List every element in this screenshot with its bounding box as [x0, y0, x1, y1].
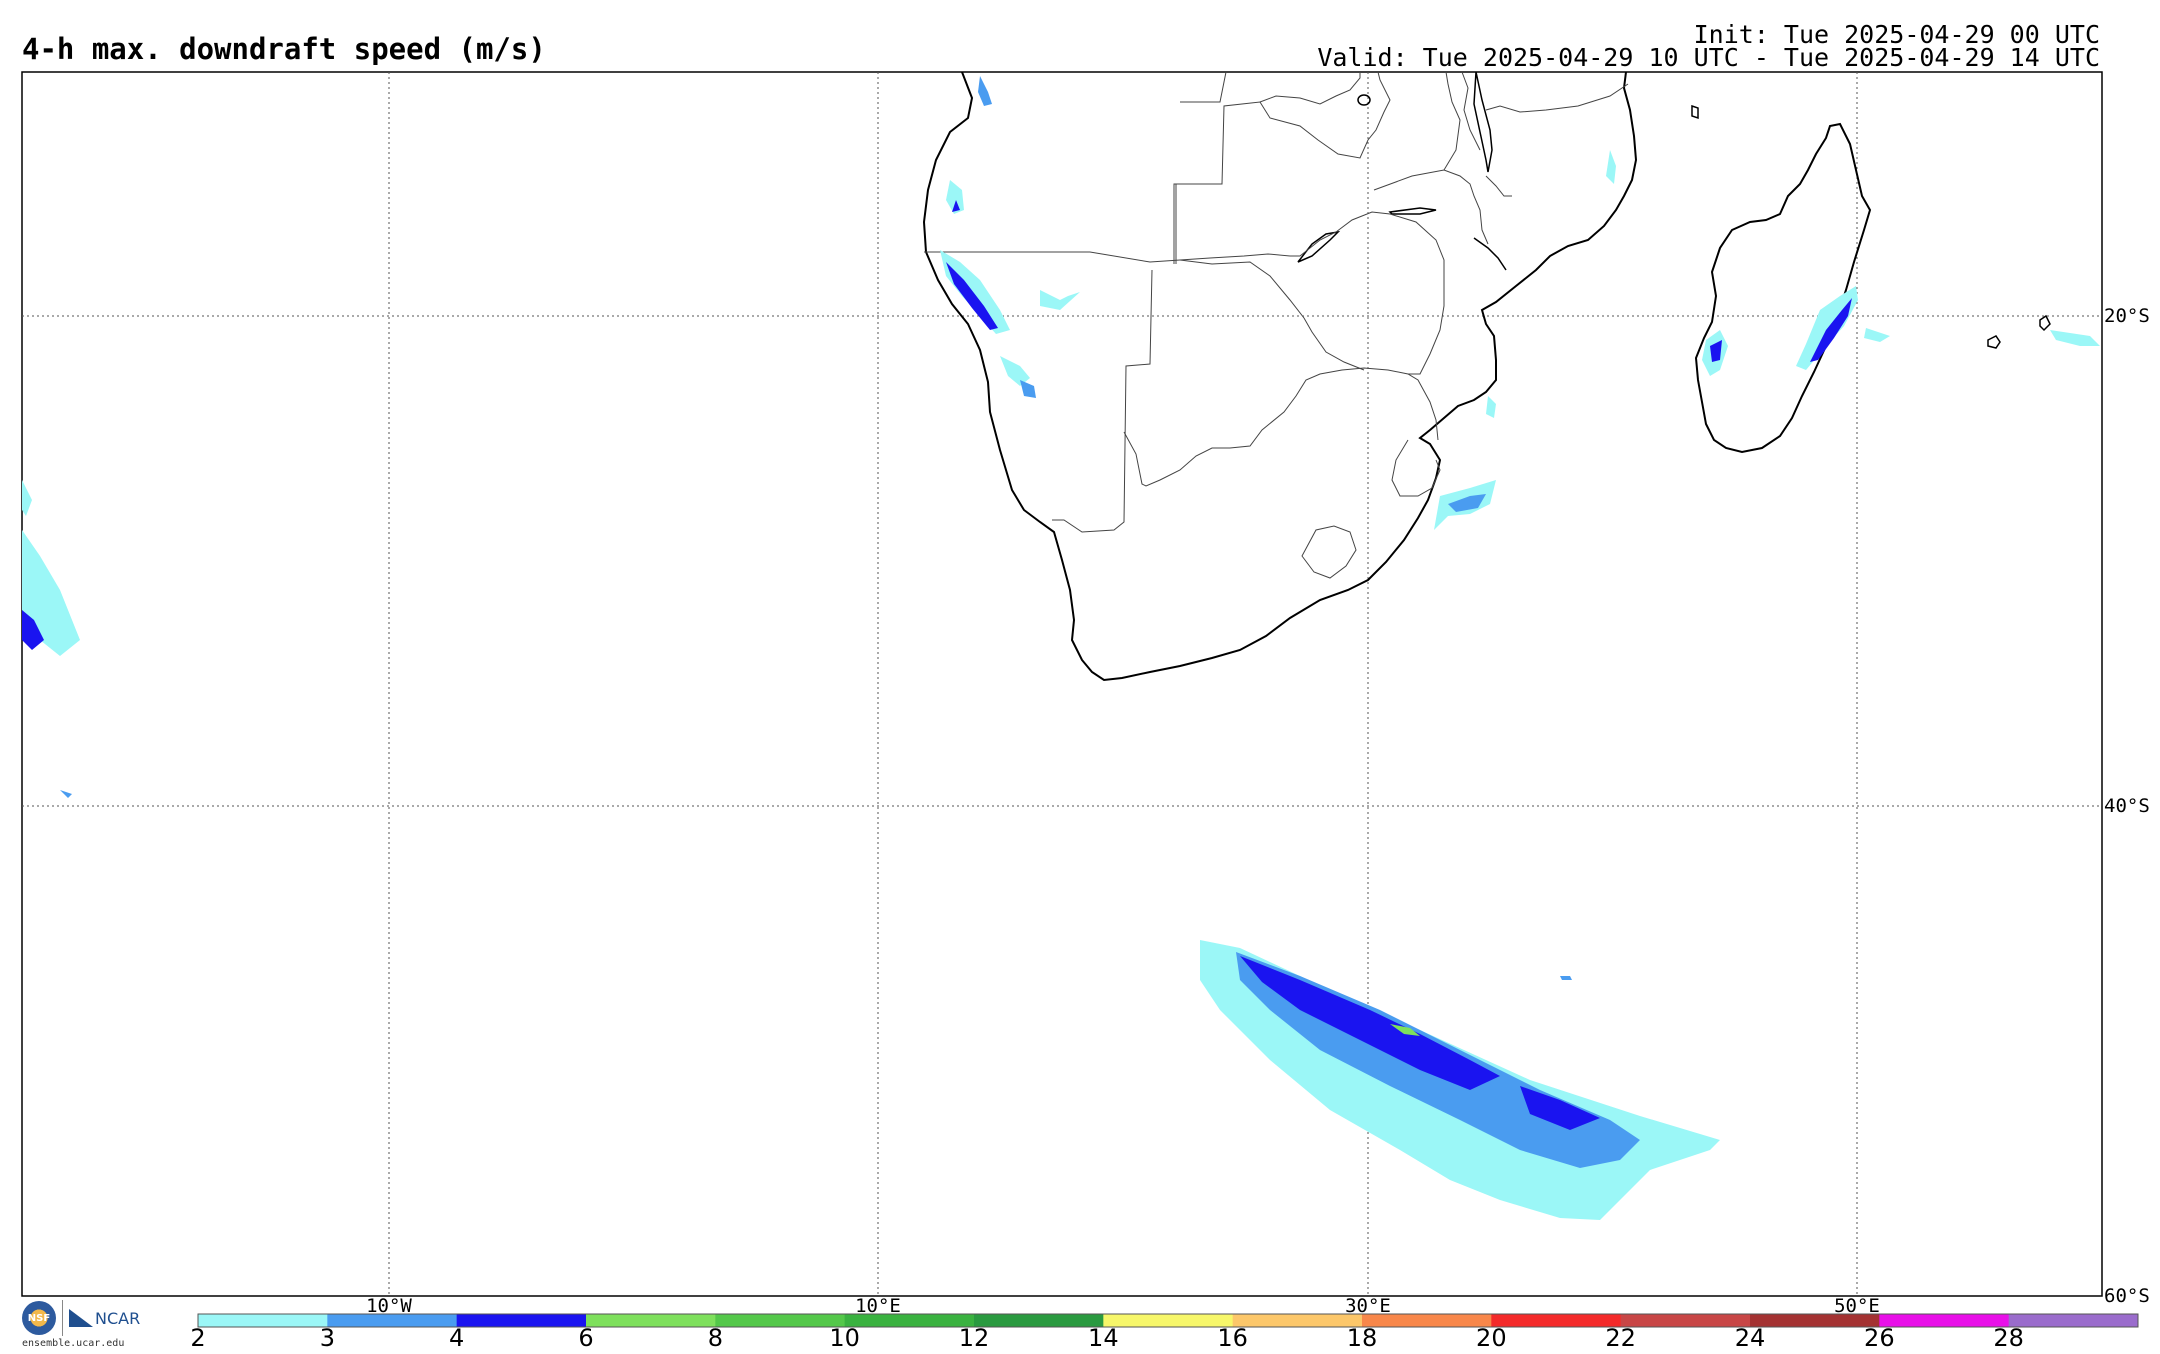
lat-label-60s: 60°S — [2104, 1285, 2150, 1307]
colorbar-tick-label: 4 — [449, 1324, 464, 1352]
lon-label-30e: 30°E — [1345, 1295, 1391, 1317]
colorbar-swatch — [1491, 1314, 1622, 1327]
reunion-island — [1987, 335, 2001, 349]
lake-kariba — [1297, 230, 1341, 263]
colorbar-swatch — [2008, 1314, 2139, 1327]
longitude-labels: 10°W 10°E 30°E 50°E — [366, 1295, 1880, 1317]
logo-block: NSF NCAR ensemble.ucar.edu — [22, 1300, 162, 1350]
cahora-bassa — [1388, 207, 1437, 215]
colorbar-swatch — [715, 1314, 846, 1327]
colorbar-swatch — [198, 1314, 328, 1327]
lake-malawi — [1473, 71, 1493, 173]
colorbar-tick-label: 10 — [829, 1324, 860, 1352]
colorbar-tick-label: 16 — [1217, 1324, 1248, 1352]
ncar-logo-text: NCAR — [95, 1308, 141, 1328]
colorbar-tick-label: 12 — [959, 1324, 990, 1352]
colorbar-swatch — [1750, 1314, 1880, 1327]
downdraft-speckles-west — [22, 480, 80, 798]
colorbar-swatch — [1620, 1314, 1751, 1327]
colorbar-swatch — [327, 1314, 458, 1327]
chart-title: 4-h max. downdraft speed (m/s) — [22, 32, 546, 66]
lon-label-50e: 50°E — [1834, 1295, 1880, 1317]
lon-label-10e: 10°E — [855, 1295, 901, 1317]
colorbar-tick-label: 18 — [1347, 1324, 1378, 1352]
colorbar-tick-label: 2 — [190, 1324, 205, 1352]
colorbar-tick-label: 28 — [1993, 1324, 2024, 1352]
colorbar-tick-label: 20 — [1476, 1324, 1507, 1352]
ncar-logo: NCAR — [69, 1309, 140, 1328]
ncar-mark-icon — [69, 1309, 93, 1327]
colorbar-swatch — [456, 1314, 587, 1327]
colorbar-tick-label: 26 — [1864, 1324, 1895, 1352]
colorbar: 2 3 4 6 8 10 12 14 16 18 20 22 24 26 28 — [190, 1313, 2139, 1352]
colorbar-tick-label: 3 — [320, 1324, 335, 1352]
africa-coastline — [922, 71, 1638, 682]
lat-label-40s: 40°S — [2104, 795, 2150, 817]
country-borders — [924, 71, 1629, 579]
valid-time: Valid: Tue 2025-04-29 10 UTC - Tue 2025-… — [1317, 43, 2100, 72]
downdraft-speckles-madagascar — [1702, 286, 2100, 376]
colorbar-swatch — [1362, 1314, 1492, 1327]
colorbar-swatch — [1232, 1314, 1363, 1327]
downdraft-band-southern-ocean — [1200, 940, 1720, 1220]
madagascar-coastline — [1694, 122, 1872, 454]
colorbar-swatch — [586, 1314, 716, 1327]
colorbar-tick-label: 24 — [1735, 1324, 1766, 1352]
comoros-island — [1691, 104, 1699, 120]
init-time: Init: Tue 2025-04-29 00 UTC — [1693, 20, 2100, 49]
logo-separator — [62, 1300, 63, 1336]
colorbar-swatch — [1879, 1314, 2010, 1327]
colorbar-tick-label: 22 — [1605, 1324, 1636, 1352]
colorbar-frame — [197, 1313, 2139, 1328]
mauritius-island — [2039, 314, 2051, 332]
graticule — [22, 72, 2102, 1296]
colorbar-tick-label: 8 — [708, 1324, 723, 1352]
lat-label-20s: 20°S — [2104, 305, 2150, 327]
latitude-labels: 20°S 40°S 60°S — [2104, 305, 2150, 1307]
downdraft-speckles-africa — [940, 76, 1616, 530]
colorbar-tick-label: 6 — [578, 1324, 593, 1352]
lake-bangweulu — [1357, 94, 1371, 106]
colorbar-swatch — [844, 1314, 975, 1327]
colorbar-swatch — [1103, 1314, 1234, 1327]
zambezi-delta — [1473, 237, 1507, 271]
lon-label-10w: 10°W — [366, 1295, 412, 1317]
nsf-logo: NSF — [22, 1301, 56, 1335]
colorbar-swatch — [974, 1314, 1104, 1327]
colorbar-tick-label: 14 — [1088, 1324, 1119, 1352]
map-frame — [21, 71, 2103, 1297]
site-url: ensemble.ucar.edu — [22, 1338, 125, 1349]
